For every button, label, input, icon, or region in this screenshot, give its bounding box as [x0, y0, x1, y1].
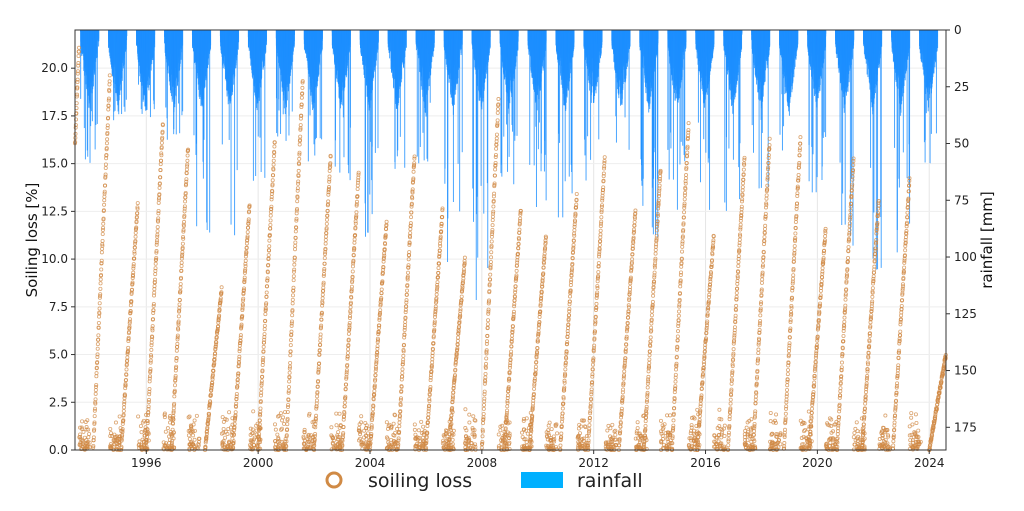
rainfall-bars [80, 30, 939, 301]
